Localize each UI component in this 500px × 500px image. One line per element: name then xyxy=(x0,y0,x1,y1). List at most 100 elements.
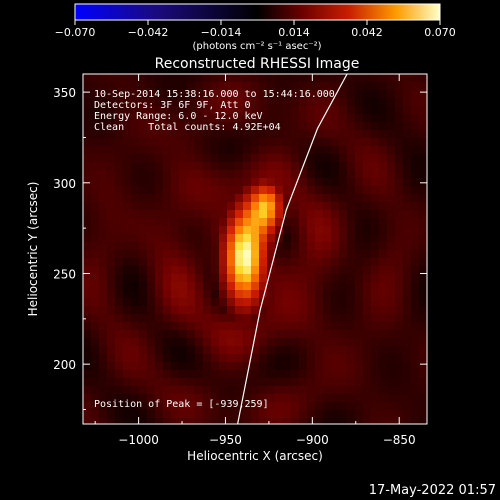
heatmap-cell xyxy=(259,402,268,411)
heatmap-cell xyxy=(379,114,388,123)
heatmap-cell xyxy=(155,130,164,139)
heatmap-cell xyxy=(171,266,180,275)
heatmap-cell xyxy=(395,106,404,115)
heatmap-cell xyxy=(371,162,380,171)
heatmap-cell xyxy=(331,146,340,155)
heatmap-cell xyxy=(203,362,212,371)
heatmap-cell xyxy=(131,130,140,139)
heatmap-cell xyxy=(307,162,316,171)
heatmap-cell xyxy=(339,250,348,259)
heatmap-cell xyxy=(243,242,252,251)
heatmap-cell xyxy=(355,282,364,291)
heatmap-cell xyxy=(275,266,284,275)
heatmap-cell xyxy=(243,130,252,139)
heatmap-cell xyxy=(99,194,108,203)
heatmap-cell xyxy=(387,362,396,371)
y-tick-label: 200 xyxy=(53,358,76,372)
heatmap-cell xyxy=(235,82,244,91)
heatmap-cell xyxy=(291,330,300,339)
heatmap-cell xyxy=(259,122,268,131)
heatmap-cell xyxy=(323,98,332,107)
heatmap-cell xyxy=(131,106,140,115)
heatmap-cell xyxy=(307,306,316,315)
heatmap-cell xyxy=(195,90,204,99)
heatmap-cell xyxy=(299,114,308,123)
heatmap-cell xyxy=(91,306,100,315)
heatmap-cell xyxy=(171,290,180,299)
heatmap-cell xyxy=(339,138,348,147)
heatmap-cell xyxy=(395,170,404,179)
heatmap-cell xyxy=(235,346,244,355)
heatmap-cell xyxy=(123,314,132,323)
heatmap-cell xyxy=(211,82,220,91)
heatmap-cell xyxy=(155,410,164,419)
heatmap-cell xyxy=(291,386,300,395)
heatmap-cell xyxy=(355,370,364,379)
heatmap-cell xyxy=(363,186,372,195)
heatmap-cell xyxy=(387,298,396,307)
heatmap-cell xyxy=(411,410,420,419)
heatmap-cell xyxy=(187,210,196,219)
heatmap-cell xyxy=(235,386,244,395)
heatmap-cell xyxy=(387,218,396,227)
heatmap-cell xyxy=(347,106,356,115)
heatmap-cell xyxy=(355,122,364,131)
heatmap-cell xyxy=(131,306,140,315)
heatmap-cell xyxy=(91,202,100,211)
heatmap-cell xyxy=(235,170,244,179)
heatmap-cell xyxy=(107,218,116,227)
heatmap-cell xyxy=(355,114,364,123)
heatmap-cell xyxy=(195,314,204,323)
heatmap-cell xyxy=(243,234,252,243)
heatmap-cell xyxy=(187,162,196,171)
heatmap-cell xyxy=(187,378,196,387)
heatmap-cell xyxy=(299,178,308,187)
heatmap-cell xyxy=(347,162,356,171)
heatmap-cell xyxy=(99,106,108,115)
heatmap-cell xyxy=(99,162,108,171)
heatmap-cell xyxy=(243,146,252,155)
heatmap-cell xyxy=(171,90,180,99)
heatmap-cell xyxy=(275,250,284,259)
heatmap-cell xyxy=(267,194,276,203)
heatmap-cell xyxy=(139,378,148,387)
heatmap-cell xyxy=(91,226,100,235)
heatmap-cell xyxy=(91,258,100,267)
heatmap-cell xyxy=(323,274,332,283)
heatmap-cell xyxy=(379,282,388,291)
heatmap-cell xyxy=(307,274,316,283)
heatmap-cell xyxy=(283,266,292,275)
heatmap-cell xyxy=(147,338,156,347)
heatmap-cell xyxy=(363,274,372,283)
y-axis-label: Heliocentric Y (arcsec) xyxy=(26,182,40,317)
heatmap-cell xyxy=(275,194,284,203)
heatmap-cell xyxy=(339,370,348,379)
heatmap-cell xyxy=(171,274,180,283)
heatmap-cell xyxy=(331,330,340,339)
heatmap-cell xyxy=(155,154,164,163)
heatmap-cell xyxy=(243,290,252,299)
heatmap-cell xyxy=(251,338,260,347)
heatmap-cell xyxy=(211,146,220,155)
heatmap-cell xyxy=(179,106,188,115)
heatmap-cell xyxy=(131,202,140,211)
heatmap-cell xyxy=(91,90,100,99)
heatmap-cell xyxy=(291,154,300,163)
heatmap-cell xyxy=(395,266,404,275)
heatmap-cell xyxy=(283,258,292,267)
heatmap-cell xyxy=(307,298,316,307)
heatmap-cell xyxy=(139,370,148,379)
heatmap-cell xyxy=(347,242,356,251)
heatmap-cell xyxy=(283,386,292,395)
heatmap-cell xyxy=(307,354,316,363)
heatmap-cell xyxy=(371,106,380,115)
heatmap-cell xyxy=(419,194,427,203)
heatmap-cell xyxy=(131,90,140,99)
heatmap-cell xyxy=(315,258,324,267)
heatmap-cell xyxy=(299,306,308,315)
heatmap-cell xyxy=(395,338,404,347)
heatmap-cell xyxy=(411,186,420,195)
heatmap-cell xyxy=(419,298,427,307)
heatmap-cell xyxy=(307,202,316,211)
heatmap-cell xyxy=(171,210,180,219)
